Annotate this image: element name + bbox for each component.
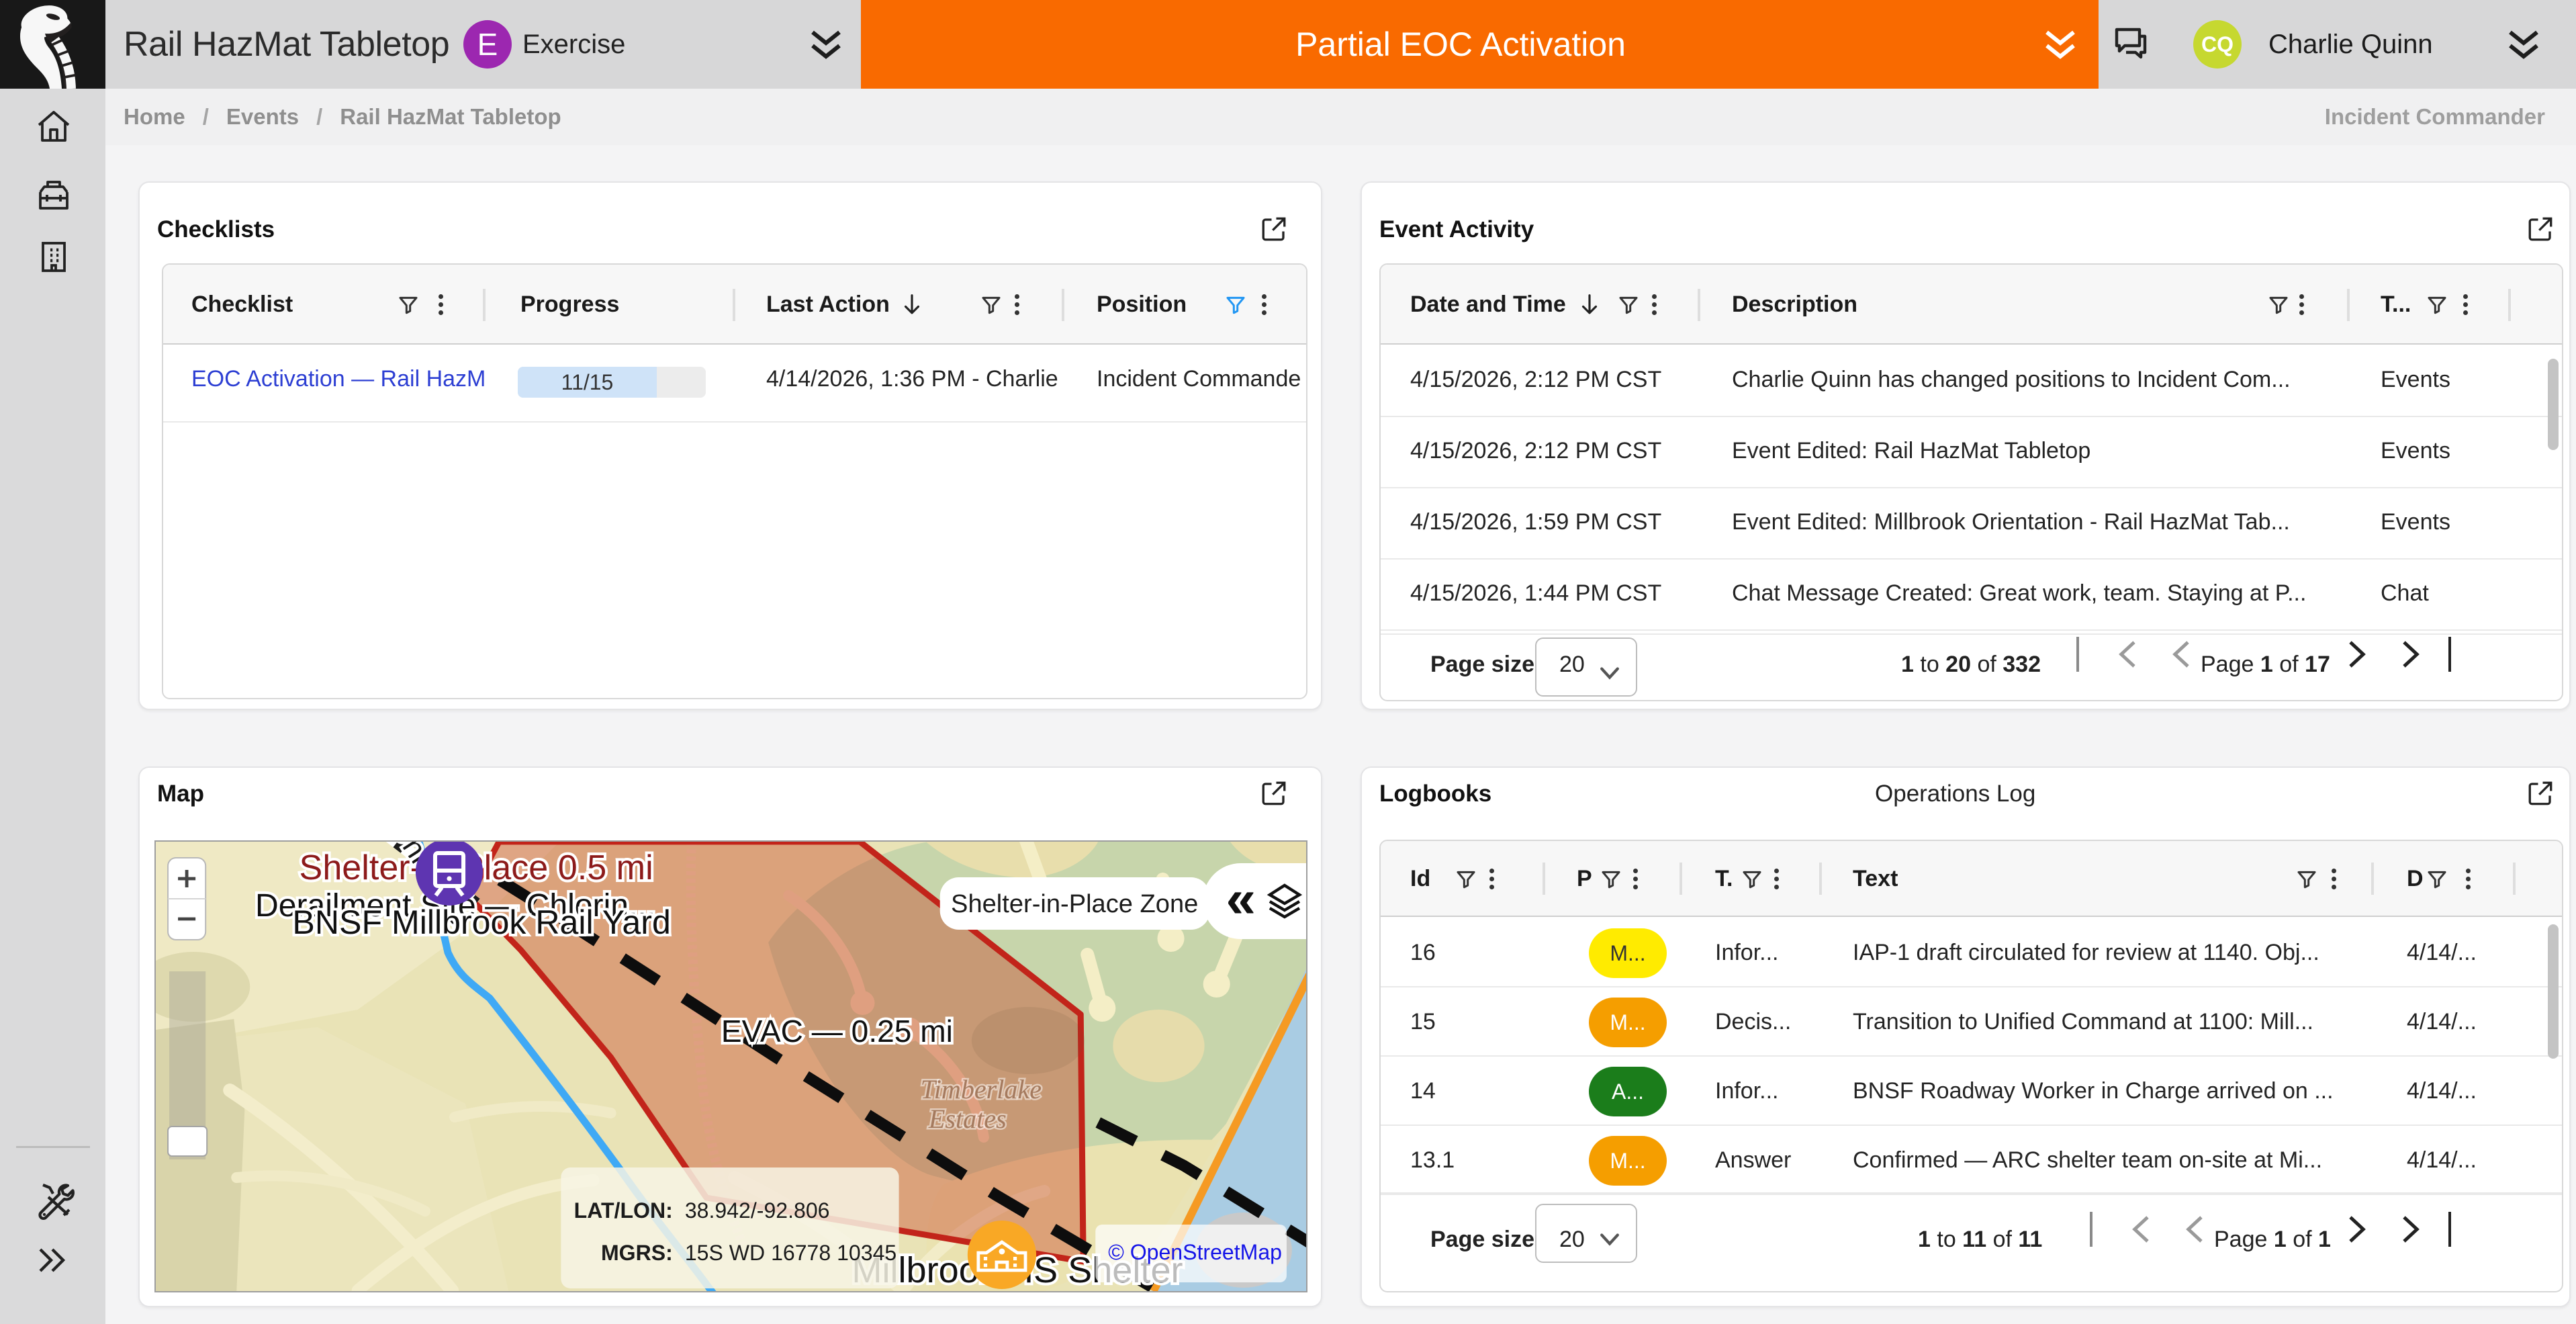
svg-text:MGRS:: MGRS: — [601, 1241, 673, 1265]
svg-text:© OpenStreetMap: © OpenStreetMap — [1108, 1240, 1282, 1264]
svg-text:BNSF Millbrook Rail Yard: BNSF Millbrook Rail Yard — [292, 903, 670, 941]
svg-text:«: « — [1226, 868, 1256, 928]
svg-text:Estates: Estates — [928, 1104, 1007, 1134]
svg-text:LAT/LON:: LAT/LON: — [574, 1198, 673, 1223]
svg-text:EVAC — 0.25 mi: EVAC — 0.25 mi — [721, 1014, 953, 1049]
svg-text:15S WD 16778 10345: 15S WD 16778 10345 — [685, 1241, 896, 1265]
svg-text:Shelter-in-Place Zone: Shelter-in-Place Zone — [951, 890, 1198, 918]
svg-text:Timberlake: Timberlake — [921, 1074, 1042, 1104]
svg-text:38.942/-92.806: 38.942/-92.806 — [685, 1198, 830, 1223]
